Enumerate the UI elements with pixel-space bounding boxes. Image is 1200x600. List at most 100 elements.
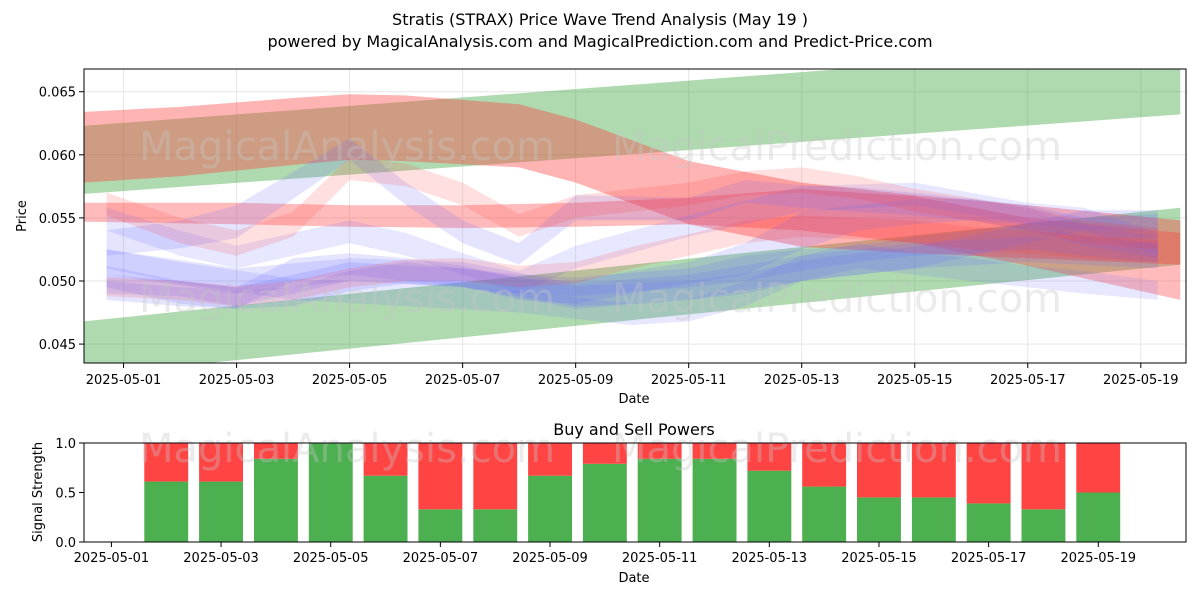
signal-x-tick-label: 2025-05-17 [951, 551, 1027, 566]
price-y-tick-label: 0.055 [39, 212, 76, 227]
price-band-blue [106, 210, 1158, 309]
signal-x-tick-label: 2025-05-03 [183, 551, 259, 566]
sell-bar [473, 443, 518, 510]
price-y-tick-label: 0.065 [39, 86, 76, 101]
price-y-axis-title: Price [15, 200, 30, 232]
buy-bar [254, 458, 298, 542]
signal-x-tick-label: 2025-05-09 [512, 551, 588, 566]
buy-bar [473, 509, 518, 542]
buy-bar [308, 443, 353, 542]
price-x-tick-label: 2025-05-09 [538, 373, 614, 388]
sell-bar [528, 443, 572, 476]
sell-bar [363, 443, 408, 476]
price-y-tick-label: 0.045 [39, 338, 76, 353]
watermark-left-signal: MagicalAnalysis.com [139, 426, 555, 472]
buy-bar [911, 497, 956, 542]
price-band-blue [106, 224, 1158, 307]
price-plot-frame [83, 68, 1187, 364]
watermark-left-upper: MagicalAnalysis.com [139, 124, 555, 170]
price-x-ticks: 2025-05-01 2025-05-03 2025-05-05 2025-05-07… [86, 363, 1179, 388]
sell-bar [199, 443, 243, 482]
price-x-tick-label: 2025-05-07 [425, 373, 501, 388]
buy-bar [747, 470, 792, 542]
price-x-tick-label: 2025-05-05 [312, 373, 388, 388]
price-x-tick-label: 2025-05-03 [199, 373, 275, 388]
buy-bar [1021, 509, 1066, 542]
watermark-right-lower: MagicalPrediction.com [612, 276, 1062, 322]
price-band-blue [106, 199, 1158, 309]
signal-watermarks: MagicalAnalysis.com MagicalPrediction.co… [139, 426, 1062, 472]
price-band-red [84, 94, 1181, 265]
signal-x-tick-label: 2025-05-05 [293, 551, 369, 566]
price-grid [84, 69, 1186, 363]
price-band-blue [106, 138, 1158, 265]
sell-bar [692, 443, 737, 459]
price-watermarks: MagicalAnalysis.com MagicalPrediction.co… [139, 124, 1062, 322]
signal-x-tick-label: 2025-05-07 [403, 551, 479, 566]
signal-x-tick-label: 2025-05-01 [74, 551, 150, 566]
sell-bar [1021, 443, 1066, 510]
buy-bar [857, 497, 901, 542]
price-x-tick-label: 2025-05-11 [651, 373, 727, 388]
signal-x-axis-title: Date [618, 571, 649, 586]
signal-x-tick-label: 2025-05-15 [841, 551, 917, 566]
price-x-tick-label: 2025-05-17 [990, 373, 1066, 388]
price-band-red [106, 215, 1158, 307]
sell-bar [582, 443, 627, 464]
price-band-red [84, 188, 1181, 300]
sell-bar [802, 443, 847, 487]
price-band-green [84, 69, 1181, 194]
signal-x-ticks: 2025-05-01 2025-05-03 2025-05-05 2025-05-07… [74, 542, 1136, 566]
signal-bars [144, 443, 1121, 542]
buy-bar [1076, 492, 1121, 542]
sell-bar [747, 443, 792, 471]
signal-x-tick-label: 2025-05-13 [732, 551, 808, 566]
sell-bar [911, 443, 956, 498]
price-band-red [106, 157, 1158, 256]
buy-bar [528, 475, 572, 542]
price-y-tick-label: 0.050 [39, 275, 76, 290]
signal-x-tick-label: 2025-05-19 [1060, 551, 1136, 566]
signal-chart: Buy and Sell Powers MagicalAnalysis.com … [31, 420, 1187, 586]
sell-bar [418, 443, 463, 510]
signal-y-tick-label: 1.0 [55, 437, 76, 452]
chart-title: Stratis (STRAX) Price Wave Trend Analysi… [392, 10, 808, 29]
buy-bar [802, 486, 847, 542]
buy-bar [692, 458, 737, 542]
sell-bar [857, 443, 901, 498]
price-y-ticks: 0.045 0.050 0.055 0.060 0.065 [39, 86, 84, 353]
price-x-axis-title: Date [618, 392, 649, 407]
sell-bar [144, 443, 189, 482]
signal-y-ticks: 0.0 0.5 1.0 [55, 437, 84, 551]
watermark-left-lower: MagicalAnalysis.com [139, 276, 555, 322]
sell-bar [637, 443, 682, 459]
price-band-blue [106, 243, 1158, 326]
price-band-blue [106, 182, 1158, 294]
watermark-right-signal: MagicalPrediction.com [612, 426, 1062, 472]
price-x-tick-label: 2025-05-13 [764, 373, 840, 388]
sell-bar [1076, 443, 1121, 493]
price-bands [84, 69, 1181, 363]
price-band-green [84, 207, 1181, 363]
price-x-tick-label: 2025-05-01 [86, 373, 162, 388]
chart-subtitle: powered by MagicalAnalysis.com and Magic… [267, 32, 932, 51]
price-x-tick-label: 2025-05-19 [1103, 373, 1179, 388]
buy-bar [966, 503, 1011, 542]
signal-y-tick-label: 0.5 [55, 487, 76, 502]
signal-chart-title: Buy and Sell Powers [553, 420, 715, 439]
price-band-blue [106, 236, 1158, 309]
buy-bar [637, 458, 682, 542]
signal-x-tick-label: 2025-05-11 [622, 551, 698, 566]
buy-bar [582, 463, 627, 542]
signal-y-axis-title: Signal Strength [31, 442, 46, 542]
price-chart: MagicalAnalysis.com MagicalPrediction.co… [15, 68, 1187, 407]
sell-bar [966, 443, 1011, 504]
watermark-right-upper: MagicalPrediction.com [612, 124, 1062, 170]
buy-bar [144, 481, 189, 542]
signal-y-tick-label: 0.0 [55, 536, 76, 551]
buy-bar [363, 475, 408, 542]
buy-bar [418, 509, 463, 542]
sell-bar [254, 443, 298, 459]
price-y-tick-label: 0.060 [39, 149, 76, 164]
